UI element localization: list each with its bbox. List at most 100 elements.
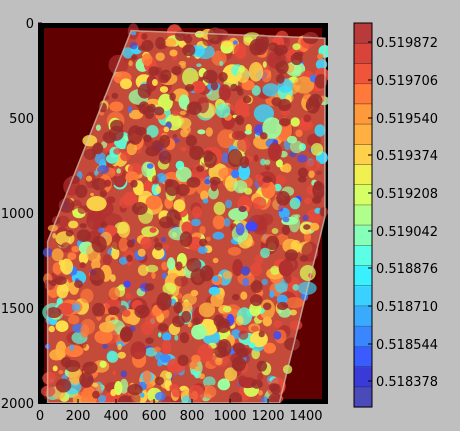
heatmap-cell bbox=[127, 106, 133, 114]
heatmap-cell bbox=[159, 86, 169, 93]
heatmap-cell bbox=[138, 45, 146, 51]
heatmap-cell bbox=[282, 217, 290, 223]
x-tick-label: 200 bbox=[66, 409, 91, 424]
heatmap-cell bbox=[137, 264, 149, 276]
heatmap-cell bbox=[174, 275, 189, 287]
heatmap-cell bbox=[151, 175, 159, 185]
heatmap-cell bbox=[244, 130, 252, 135]
heatmap-cell bbox=[90, 192, 94, 197]
heatmap-cell bbox=[89, 267, 105, 286]
heatmap-cell bbox=[141, 226, 159, 238]
heatmap-cell bbox=[231, 356, 246, 372]
heatmap-cell bbox=[129, 41, 138, 50]
heatmap-cell bbox=[266, 380, 271, 386]
heatmap-cell bbox=[163, 126, 170, 133]
heatmap-cell bbox=[69, 344, 75, 351]
heatmap-cell bbox=[181, 310, 192, 323]
colorbar-segment bbox=[354, 326, 372, 347]
heatmap-cell bbox=[125, 292, 132, 300]
heatmap-cell bbox=[160, 69, 172, 82]
heatmap-cell bbox=[212, 275, 220, 282]
heatmap-cell bbox=[284, 274, 292, 284]
heatmap-cell bbox=[262, 117, 282, 139]
heatmap-cell bbox=[179, 332, 190, 344]
heatmap-cell bbox=[173, 301, 183, 314]
heatmap-cell bbox=[107, 306, 120, 315]
heatmap-cell bbox=[124, 135, 129, 141]
heatmap-cell bbox=[203, 151, 217, 169]
colorbar-segment bbox=[354, 43, 372, 65]
heatmap-cell bbox=[218, 84, 232, 101]
heatmap-cell bbox=[212, 257, 219, 264]
heatmap-cell bbox=[261, 278, 268, 286]
heatmap-cell bbox=[99, 360, 107, 368]
heatmap-cell bbox=[180, 63, 186, 69]
heatmap-cell bbox=[160, 236, 167, 243]
heatmap-cell bbox=[185, 135, 197, 147]
heatmap-cell bbox=[117, 351, 126, 359]
heatmap-cell bbox=[79, 223, 87, 229]
heatmap-cell bbox=[176, 183, 190, 196]
heatmap-cell bbox=[235, 115, 242, 123]
heatmap-cell bbox=[68, 220, 79, 229]
heatmap-cell bbox=[205, 236, 211, 242]
heatmap-cell bbox=[260, 132, 268, 140]
heatmap-cell bbox=[151, 271, 156, 279]
heatmap-cell bbox=[154, 237, 159, 244]
heatmap-cell bbox=[126, 240, 135, 248]
heatmap-cell bbox=[147, 103, 156, 113]
heatmap-cell bbox=[171, 66, 182, 76]
heatmap-cell bbox=[79, 262, 86, 269]
heatmap-cell bbox=[76, 229, 91, 243]
heatmap-cell bbox=[237, 137, 251, 152]
heatmap-cell bbox=[166, 257, 176, 271]
heatmap-cell bbox=[256, 360, 268, 372]
heatmap-cell bbox=[131, 54, 138, 60]
heatmap-cell bbox=[154, 376, 165, 386]
heatmap-cell bbox=[218, 72, 228, 82]
heatmap-cell bbox=[202, 198, 209, 204]
heatmap-cell bbox=[270, 265, 280, 275]
heatmap-cell bbox=[213, 314, 225, 328]
heatmap-cell bbox=[75, 184, 88, 198]
heatmap-cell bbox=[232, 342, 246, 354]
heatmap-cell bbox=[276, 191, 291, 206]
heatmap-cell bbox=[188, 384, 205, 403]
heatmap-cell bbox=[260, 247, 270, 259]
heatmap-cell bbox=[130, 179, 138, 188]
heatmap-cell bbox=[191, 324, 207, 340]
heatmap-cell bbox=[219, 60, 224, 67]
heatmap-cell bbox=[166, 209, 181, 227]
heatmap-cell bbox=[157, 359, 163, 367]
heatmap-cell bbox=[270, 383, 281, 395]
heatmap-cell bbox=[235, 315, 244, 326]
heatmap-cell bbox=[97, 395, 107, 403]
heatmap-cell bbox=[297, 176, 307, 183]
heatmap-cell bbox=[253, 154, 259, 162]
heatmap-cell bbox=[262, 83, 280, 97]
heatmap-cell bbox=[116, 168, 121, 174]
heatmap-cell bbox=[123, 280, 131, 288]
heatmap-cell bbox=[251, 379, 263, 389]
heatmap-cell bbox=[169, 49, 178, 57]
heatmap-cell bbox=[257, 372, 264, 381]
heatmap-cell bbox=[191, 218, 201, 227]
heatmap-cell bbox=[269, 290, 275, 298]
heatmap-cell bbox=[213, 201, 226, 215]
heatmap-cell bbox=[143, 134, 152, 143]
heatmap-cell bbox=[232, 259, 243, 276]
heatmap-cell bbox=[71, 245, 80, 253]
heatmap-cell bbox=[292, 284, 300, 291]
heatmap-cell bbox=[134, 304, 150, 319]
heatmap-cell bbox=[233, 180, 248, 194]
heatmap-cell bbox=[244, 187, 253, 195]
heatmap-cell bbox=[149, 227, 157, 233]
heatmap-cell bbox=[239, 156, 250, 169]
heatmap-cell bbox=[105, 153, 119, 164]
heatmap-cell bbox=[282, 163, 292, 173]
heatmap-cell bbox=[141, 321, 154, 336]
heatmap-cell bbox=[60, 357, 72, 368]
heatmap-cell bbox=[149, 399, 157, 403]
heatmap-cell bbox=[317, 53, 324, 60]
